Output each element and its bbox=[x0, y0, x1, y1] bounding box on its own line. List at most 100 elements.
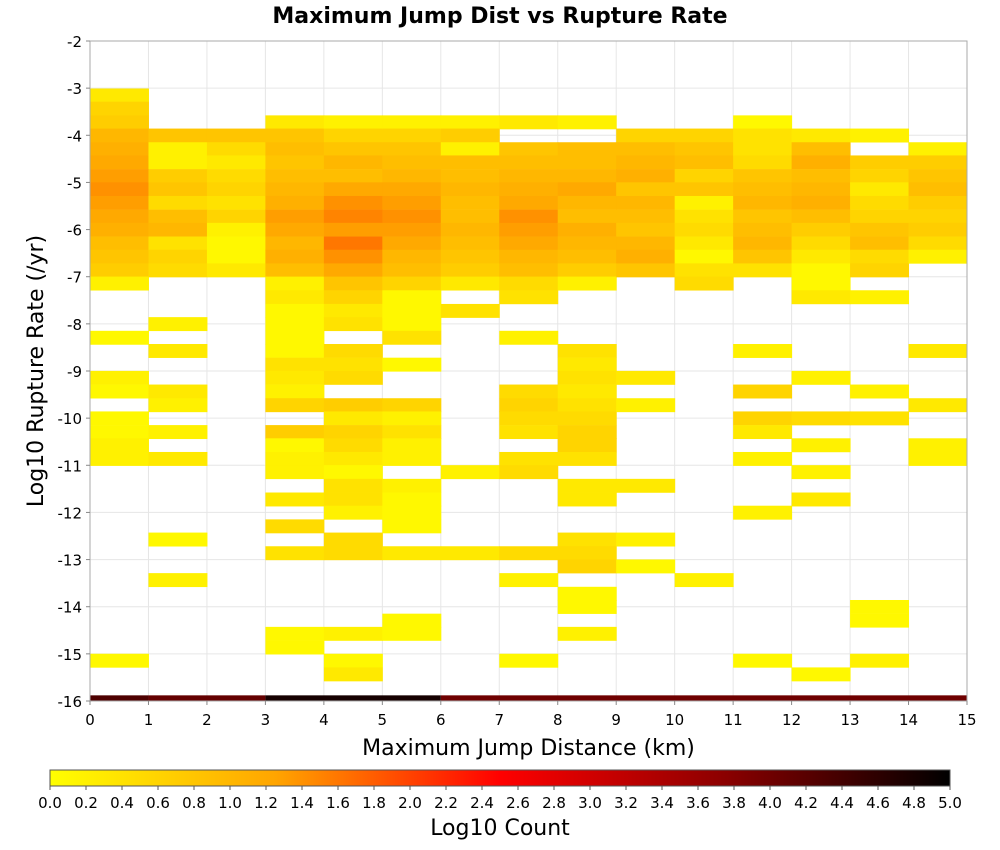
heatmap-cell bbox=[323, 626, 383, 641]
heatmap-cell bbox=[557, 344, 617, 358]
x-tick-label: 10 bbox=[665, 711, 684, 729]
heatmap-cell bbox=[908, 222, 968, 237]
heatmap-cell bbox=[557, 276, 617, 291]
heatmap-cell bbox=[557, 195, 617, 210]
heatmap-cell bbox=[265, 546, 325, 561]
heatmap-cell bbox=[265, 357, 325, 372]
colorbar-tick-label: 4.2 bbox=[794, 794, 818, 812]
heatmap-cell bbox=[557, 249, 617, 264]
heatmap-cell bbox=[791, 492, 851, 507]
heatmap-cell bbox=[148, 425, 208, 440]
heatmap-cell bbox=[616, 478, 676, 493]
heatmap-cell bbox=[850, 290, 910, 305]
heatmap-cell bbox=[440, 128, 500, 143]
heatmap-cell bbox=[206, 128, 266, 143]
heatmap-cell bbox=[499, 142, 559, 157]
heatmap-cell bbox=[733, 169, 793, 184]
heatmap-cell bbox=[616, 263, 676, 278]
x-tick-label: 0 bbox=[85, 711, 95, 729]
heatmap-cell bbox=[265, 263, 325, 278]
heatmap-cell bbox=[265, 155, 325, 170]
heatmap-cell bbox=[499, 169, 559, 184]
heatmap-cell bbox=[148, 182, 208, 197]
chart-title: Maximum Jump Dist vs Rupture Rate bbox=[272, 4, 727, 29]
heatmap-cell bbox=[440, 169, 500, 184]
heatmap-cell bbox=[791, 276, 851, 291]
heatmap-cell bbox=[382, 438, 442, 453]
heatmap-cell bbox=[908, 169, 968, 184]
heatmap-cell bbox=[148, 249, 208, 264]
heatmap-cell bbox=[850, 236, 910, 251]
heatmap-cell bbox=[499, 249, 559, 264]
heatmap-cell bbox=[499, 276, 559, 291]
heatmap-cell bbox=[733, 451, 793, 466]
heatmap-cell bbox=[557, 384, 617, 399]
heatmap-cell bbox=[265, 438, 325, 453]
heatmap-cell bbox=[499, 330, 559, 345]
heatmap-cell bbox=[674, 142, 734, 157]
heatmap-cell bbox=[265, 303, 325, 318]
heatmap-cell bbox=[733, 115, 793, 130]
colorbar-tick-label: 1.6 bbox=[326, 794, 350, 812]
heatmap-cell bbox=[733, 653, 793, 668]
heatmap-cell bbox=[382, 169, 442, 184]
heatmap-cell bbox=[557, 546, 617, 561]
heatmap-cell bbox=[148, 263, 208, 278]
heatmap-cell bbox=[90, 653, 149, 668]
x-tick-label: 12 bbox=[782, 711, 801, 729]
y-tick-label: -6 bbox=[67, 222, 82, 240]
colorbar-tick-label: 4.6 bbox=[866, 794, 890, 812]
heatmap-cell bbox=[908, 344, 968, 358]
heatmap-cell bbox=[90, 195, 149, 210]
heatmap-cell bbox=[850, 128, 910, 143]
colorbar-tick-label: 4.4 bbox=[830, 794, 854, 812]
colorbar-tick-label: 1.2 bbox=[254, 794, 278, 812]
heatmap-cell bbox=[791, 142, 851, 157]
heatmap-cell bbox=[90, 101, 149, 116]
heatmap-cell bbox=[499, 425, 559, 440]
heatmap-cell bbox=[440, 182, 500, 197]
heatmap-cell bbox=[499, 653, 559, 668]
heatmap-cell bbox=[733, 182, 793, 197]
heatmap-cell bbox=[733, 209, 793, 224]
heatmap-cell bbox=[791, 209, 851, 224]
colorbar-tick-label: 0.4 bbox=[110, 794, 134, 812]
heatmap-cell bbox=[616, 532, 676, 547]
heatmap-cell bbox=[499, 236, 559, 251]
heatmap-cell bbox=[323, 236, 383, 251]
heatmap-cell bbox=[148, 384, 208, 399]
heatmap-cell bbox=[791, 411, 851, 426]
heatmap-cell bbox=[791, 290, 851, 305]
heatmap-cell bbox=[323, 128, 383, 143]
heatmap-cell bbox=[323, 505, 383, 520]
heatmap-cell bbox=[148, 209, 208, 224]
heatmap-cell bbox=[557, 451, 617, 466]
heatmap-cell bbox=[616, 195, 676, 210]
heatmap-cells bbox=[90, 88, 968, 682]
colorbar-label: Log10 Count bbox=[430, 816, 570, 841]
heatmap-cell bbox=[674, 236, 734, 251]
heatmap-cell bbox=[90, 263, 149, 278]
heatmap-cell bbox=[382, 546, 442, 561]
heatmap-cell bbox=[382, 209, 442, 224]
heatmap-cell bbox=[791, 182, 851, 197]
heatmap-cell bbox=[382, 236, 442, 251]
colorbar-tick-label: 4.8 bbox=[902, 794, 926, 812]
heatmap-cell bbox=[90, 236, 149, 251]
y-axis-label: Log10 Rupture Rate (/yr) bbox=[24, 235, 49, 507]
heatmap-cell bbox=[616, 236, 676, 251]
heatmap-cell bbox=[557, 236, 617, 251]
heatmap-cell bbox=[148, 169, 208, 184]
heatmap-cell bbox=[557, 411, 617, 426]
heatmap-cell bbox=[323, 276, 383, 291]
strip-cell bbox=[148, 695, 266, 701]
colorbar-tick-label: 3.2 bbox=[614, 794, 638, 812]
heatmap-cell bbox=[90, 88, 149, 103]
heatmap-cell bbox=[323, 451, 383, 466]
heatmap-cell bbox=[850, 599, 910, 614]
heatmap-cell bbox=[791, 667, 851, 682]
heatmap-cell bbox=[382, 411, 442, 426]
heatmap-cell bbox=[206, 263, 266, 278]
y-tick-label: -8 bbox=[67, 316, 82, 334]
heatmap-cell bbox=[733, 249, 793, 264]
